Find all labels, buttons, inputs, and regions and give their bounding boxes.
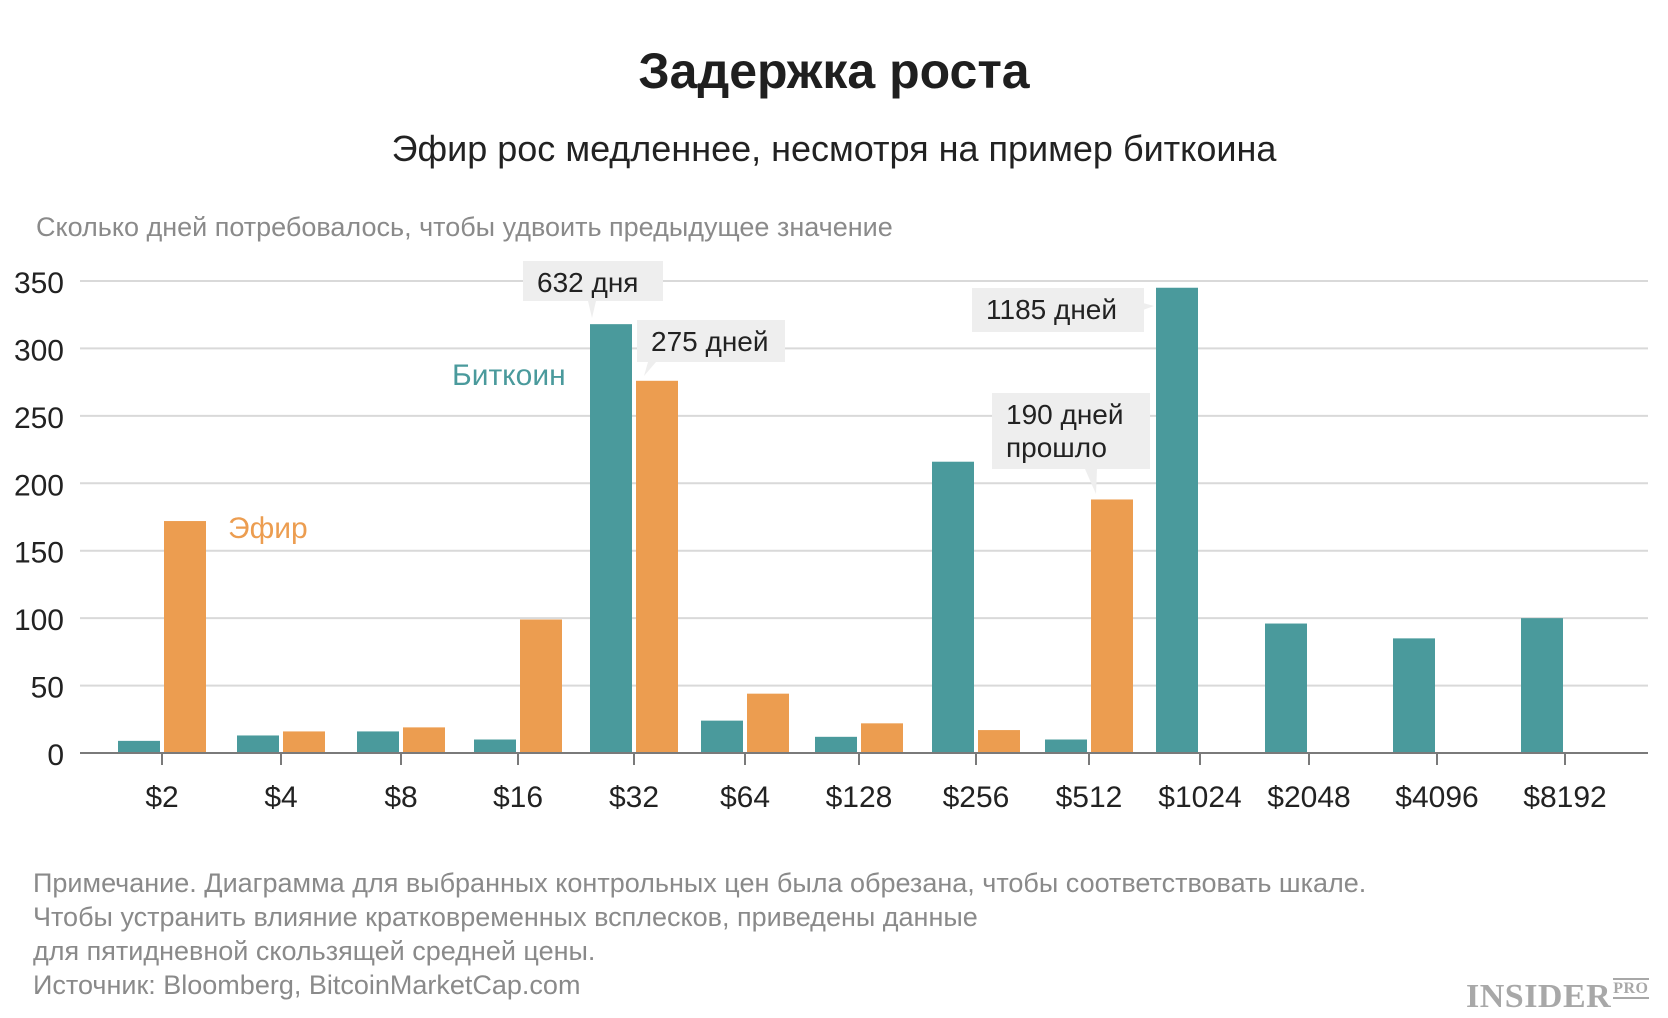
bars [118,287,1563,753]
logo-sup: PRO [1613,978,1649,999]
bar-ether [520,619,562,753]
y-tick-label: 150 [14,537,64,570]
x-tick-label: $8192 [1523,781,1606,814]
bar-ether [636,380,678,753]
chart-subtitle: Эфир рос медленнее, несмотря на пример б… [391,128,1277,169]
bar-ether [861,723,903,753]
footnote-line: для пятидневной скользящей средней цены. [33,936,596,966]
bar-ether [283,731,325,753]
x-tick-label: $32 [609,781,659,814]
callout-text: прошло [1006,432,1107,463]
grid-lines [80,280,1648,687]
bar-bitcoin [1265,623,1307,753]
x-tick-label: $2 [145,781,178,814]
bar-ether [978,730,1020,753]
callout-text: 1185 дней [986,294,1117,325]
y-tick-label: 0 [47,739,64,772]
y-tick-label: 200 [14,469,64,502]
y-tick-label: 350 [14,267,64,300]
x-tick-labels: $2 $4 $8 $16 $32 $64 $128 $256 $512 $1024 $2048 $40… [145,781,1606,814]
bar-bitcoin [932,461,974,753]
footnote-line: Примечание. Диаграмма для выбранных конт… [33,868,1367,898]
x-tick-label: $256 [943,781,1010,814]
y-tick-label: 250 [14,402,64,435]
callout: 632 дня [523,261,663,318]
x-tick-label: $8 [384,781,417,814]
x-tick-label: $1024 [1158,781,1241,814]
callout-pointer [1085,469,1097,494]
bar-ether [747,693,789,753]
bar-bitcoin [1521,618,1563,753]
y-tick-label: 300 [14,334,64,367]
bar-ether [403,727,445,753]
callout-text: 632 дня [537,267,638,298]
bar-ether [1091,499,1133,753]
chart-title: Задержка роста [638,43,1030,99]
source-line: Источник: Bloomberg, BitcoinMarketCap.co… [33,970,581,1000]
bar-bitcoin [1393,638,1435,753]
legend-label-ether: Эфир [228,512,308,545]
inline-legend: Биткоин Эфир [228,359,566,545]
x-tick-label: $4096 [1395,781,1478,814]
bar-bitcoin [1156,287,1198,753]
legend-label-bitcoin: Биткоин [452,359,566,392]
callout-pointer [588,301,596,318]
x-tick-label: $2048 [1267,781,1350,814]
callout-box [992,393,1150,469]
x-axis [80,752,1648,765]
footnote: Примечание. Диаграмма для выбранных конт… [33,866,1366,1002]
bar-ether [164,521,206,753]
callout-box [523,261,663,301]
callout: 1185 дней [972,288,1154,332]
x-tick-label: $16 [493,781,543,814]
y-tick-label: 50 [31,672,64,705]
bar-bitcoin [701,720,743,753]
bar-bitcoin [590,324,632,753]
callout: 275 дней [637,320,785,376]
y-axis-caption: Сколько дней потребовалось, чтобы удвоит… [36,212,893,242]
logo-main: INSIDER [1466,978,1612,1015]
callout-box [637,320,785,362]
callout-text: 275 дней [651,326,769,357]
x-tick-label: $512 [1056,781,1123,814]
y-tick-labels: 0 50 100 150 200 250 300 350 [14,267,64,772]
bar-bitcoin [815,736,857,753]
insider-pro-logo: INSIDER PRO [1466,978,1649,1016]
x-tick-label: $64 [720,781,770,814]
x-tick-label: $128 [826,781,893,814]
callout-pointer [1132,300,1154,314]
callout-text: 190 дней [1006,399,1124,430]
y-tick-label: 100 [14,604,64,637]
bar-bitcoin [118,740,160,753]
callout-pointer [644,362,656,376]
bar-bitcoin [357,731,399,753]
footnote-line: Чтобы устранить влияние кратковременных … [33,902,978,932]
bar-bitcoin [474,739,516,753]
callout-box [972,288,1144,332]
bar-bitcoin [1045,739,1087,753]
bar-bitcoin [237,735,279,753]
x-tick-label: $4 [264,781,297,814]
